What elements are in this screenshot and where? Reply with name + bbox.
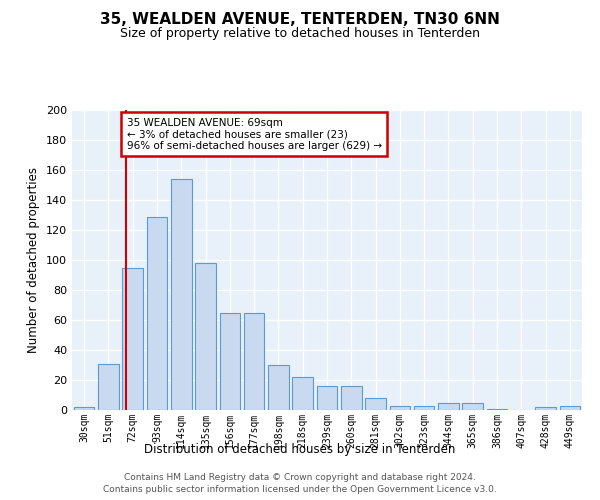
Bar [317, 386, 337, 410]
Bar [341, 386, 362, 410]
Bar [220, 312, 240, 410]
Text: Distribution of detached houses by size in Tenterden: Distribution of detached houses by size … [145, 442, 455, 456]
Text: 35, WEALDEN AVENUE, TENTERDEN, TN30 6NN: 35, WEALDEN AVENUE, TENTERDEN, TN30 6NN [100, 12, 500, 28]
Text: Contains public sector information licensed under the Open Government Licence v3: Contains public sector information licen… [103, 485, 497, 494]
Bar [122, 268, 143, 410]
Bar [438, 402, 459, 410]
Text: Size of property relative to detached houses in Tenterden: Size of property relative to detached ho… [120, 28, 480, 40]
Bar [535, 407, 556, 410]
Bar [463, 402, 483, 410]
Bar [560, 406, 580, 410]
Bar [171, 179, 191, 410]
Bar [365, 398, 386, 410]
Bar [487, 408, 508, 410]
Y-axis label: Number of detached properties: Number of detached properties [28, 167, 40, 353]
Bar [292, 377, 313, 410]
Bar [74, 407, 94, 410]
Bar [268, 365, 289, 410]
Bar [146, 216, 167, 410]
Bar [389, 406, 410, 410]
Bar [195, 263, 216, 410]
Bar [244, 312, 265, 410]
Text: Contains HM Land Registry data © Crown copyright and database right 2024.: Contains HM Land Registry data © Crown c… [124, 472, 476, 482]
Bar [98, 364, 119, 410]
Bar [414, 406, 434, 410]
Text: 35 WEALDEN AVENUE: 69sqm
← 3% of detached houses are smaller (23)
96% of semi-de: 35 WEALDEN AVENUE: 69sqm ← 3% of detache… [127, 118, 382, 150]
